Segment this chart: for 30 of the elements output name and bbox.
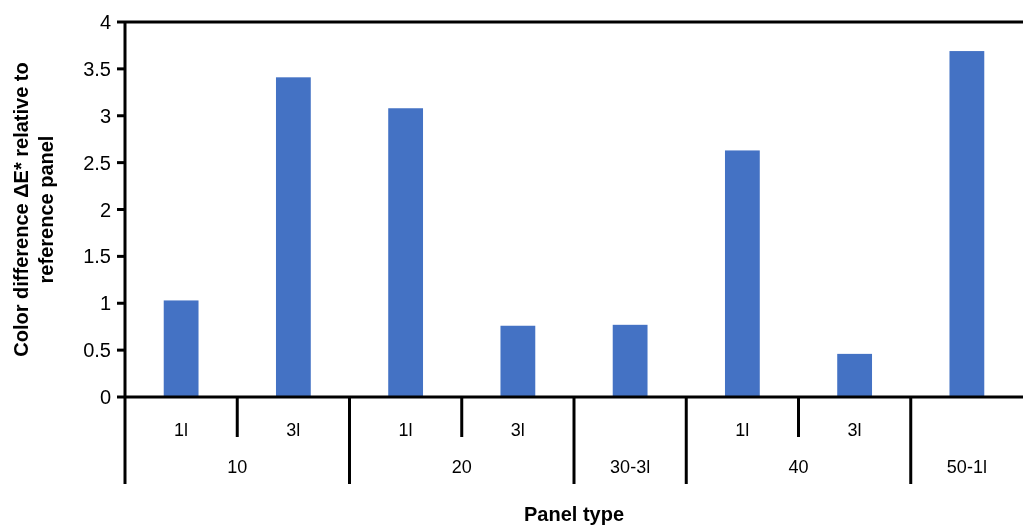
bar: [388, 108, 424, 397]
y-tick-label: 4: [99, 11, 111, 33]
text: 30-3l: [610, 457, 651, 478]
x-tick-label: 1l: [174, 420, 189, 441]
text: 20: [451, 457, 472, 478]
x-tick-label: 3l: [510, 420, 525, 441]
text: 40: [788, 457, 809, 478]
bar: [724, 150, 760, 397]
y-tick-label: 3: [99, 104, 111, 127]
y-tick-label: 2.5: [83, 151, 111, 174]
bar: [837, 353, 873, 397]
x-tick-label: 3l: [286, 420, 301, 441]
text: 50-1l: [946, 457, 987, 478]
y-axis-title: Color difference ΔE* relative to reference panel: [10, 62, 57, 357]
bar: [275, 77, 311, 397]
x-axis-title: Panel type: [523, 503, 625, 525]
x-tick-label: 1l: [398, 420, 413, 441]
y-tick-label: 3.5: [83, 57, 111, 80]
x-tick-label: 1l: [735, 420, 750, 441]
bar: [163, 300, 199, 397]
y-tick-label: 1: [99, 292, 111, 315]
bar: [949, 51, 985, 397]
text: 10: [227, 457, 248, 478]
y-tick-label: 0.5: [83, 339, 111, 362]
x-tick-label: 3l: [847, 420, 862, 441]
y-tick-label: 0: [99, 386, 111, 408]
y-tick-label: 2: [99, 198, 111, 221]
bar: [612, 324, 648, 397]
bar: [500, 325, 536, 397]
y-tick-label: 1.5: [83, 245, 111, 268]
